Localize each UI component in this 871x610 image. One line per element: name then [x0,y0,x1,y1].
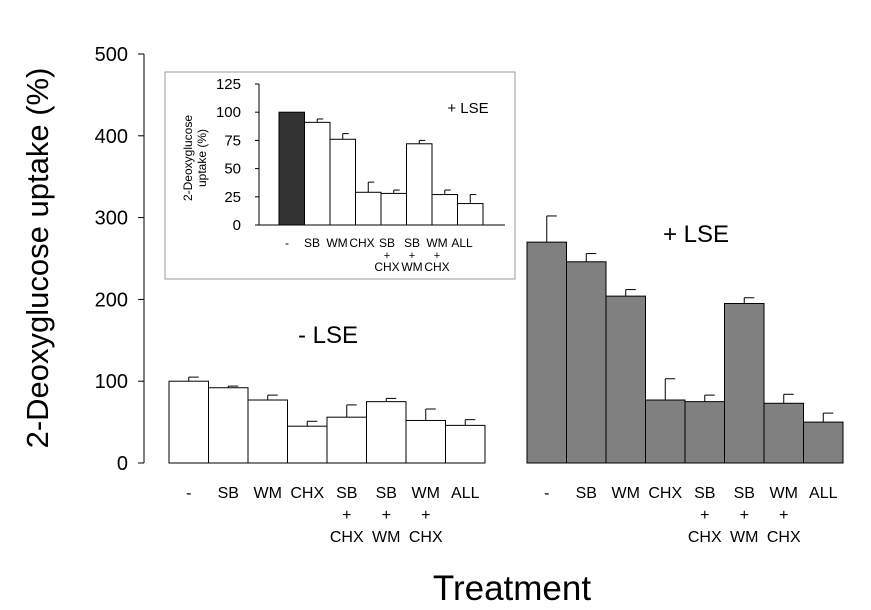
main-bar-g0-3 [287,425,328,464]
inset-x-tick-label-4-line1: + [384,250,390,262]
inset-bar-2 [329,138,356,226]
main-x-tick-label-g1-6-line1: + [779,507,788,524]
main-y-ticks: 0 100 200 300 400 500 [95,44,144,475]
main-bar-g1-3 [645,399,686,464]
main-x-tick-label-g0-3-line0: CHX [290,485,324,502]
main-x-tick-label-g1-5-line1: + [740,507,749,524]
main-x-axis-label: Treatment [433,569,591,608]
main-x-tick-label-g0-4-line1: + [342,507,351,524]
inset-bar-3 [355,191,382,226]
main-x-tick-label-g0-1-line0: SB [218,485,239,502]
main-bar-g0-2 [247,399,288,464]
inset-x-tick-label-4-line0: SB [379,236,395,250]
inset-x-tick-label-6-line1: + [434,250,440,262]
main-x-tick-label-g1-0-line0: - [544,485,549,502]
main-bar-g1-6 [763,402,804,464]
main-x-tick-label-g0-4-line2: CHX [330,529,364,546]
inset-bar-5 [406,143,433,226]
main-x-tick-label-g1-2-line0: WM [612,485,640,502]
group-label-plus-lse: + LSE [663,221,729,248]
inset-annotation: + LSE [447,100,488,117]
inset-x-tick-label-6-line2: CHX [424,260,449,274]
inset-x-tick-label-5-line1: + [409,250,415,262]
main-x-tick-label-g1-5-line0: SB [734,485,755,502]
main-x-tick-label-g0-5-line2: WM [372,529,400,546]
main-bars [168,215,844,464]
main-x-tick-label-g1-4-line2: CHX [688,529,722,546]
inset-x-tick-label-7-line0: ALL [451,236,473,250]
inset-bar-4 [380,192,407,226]
main-x-tick-label-g1-1-line0: SB [576,485,597,502]
inset-bar-6 [431,194,458,226]
main-y-axis-label: 2-Deoxyglucose uptake (%) [20,68,55,449]
main-bar-g0-6 [405,419,446,464]
main-bar-g1-2 [605,295,646,464]
inset-x-tick-label-5-line0: SB [404,236,420,250]
inset-x-tick-label-2-line0: WM [326,236,347,250]
inset-x-tick-label-5-line2: WM [401,260,422,274]
main-x-tick-label-g1-6-line0: WM [770,485,798,502]
inset-x-tick-label-1-line0: SB [304,236,320,250]
main-x-tick-label-g1-5-line2: WM [730,529,758,546]
main-x-tick-label-g0-5-line1: + [382,507,391,524]
main-x-tick-label-g0-4-line0: SB [336,485,357,502]
main-x-tick-label-g1-7-line0: ALL [809,485,838,502]
inset-y-axis-label-line0: 2-Deoxyglucose [181,115,195,201]
main-bar-g1-4 [684,401,725,464]
inset-x-tick-label-0-line0: - [285,236,289,250]
inset-y-axis-label: 2-Deoxyglucose uptake (%) [181,115,209,201]
main-x-tick-label-g0-5-line0: SB [376,485,397,502]
main-bar-g0-0 [168,380,209,464]
main-bar-g0-5 [366,401,407,464]
inset-y-ticks: 0 25 50 75 100 125 [216,76,259,234]
main-y-tick-label-4: 400 [95,126,128,148]
main-y-tick-label-0: 0 [117,453,128,475]
inset-bars [278,111,484,226]
inset-y-tick-label-4: 100 [216,104,241,121]
group-label-minus-lse: - LSE [298,322,358,349]
main-bar-g1-7 [803,421,844,464]
inset-bar-7 [457,203,484,226]
main-y-tick-label-2: 200 [95,289,128,311]
main-bar-g0-1 [208,387,249,464]
inset-y-tick-label-0: 0 [233,217,241,234]
main-bar-g1-5 [724,302,765,464]
main-x-tick-label-g0-6-line1: + [421,507,430,524]
inset-bar-1 [304,121,331,226]
inset-y-tick-label-2: 50 [224,161,241,178]
main-x-tick-label-g1-4-line1: + [700,507,709,524]
main-y-tick-label-1: 100 [95,371,128,393]
inset-x-tick-label-6-line0: WM [426,236,447,250]
main-x-tick-label-g1-4-line0: SB [694,485,715,502]
main-x-tick-label-g1-6-line2: CHX [767,529,801,546]
inset-y-tick-label-5: 125 [216,76,241,93]
main-x-tick-label-g0-6-line2: CHX [409,529,443,546]
inset-x-tick-label-4-line2: CHX [374,260,399,274]
inset-bar-0 [278,111,305,226]
main-y-tick-label-5: 500 [95,44,128,66]
main-x-tick-labels: - SB WM CHX SB + CHX SB + WM WM + CHX ALL - SB WM CHX SB + C… [186,485,838,546]
main-x-tick-label-g1-3-line0: CHX [648,485,682,502]
main-y-tick-label-3: 300 [95,208,128,230]
inset-x-tick-label-3-line0: CHX [349,236,374,250]
main-x-tick-label-g0-6-line0: WM [412,485,440,502]
main-bar-g1-1 [566,261,607,464]
main-x-tick-label-g0-0-line0: - [186,485,191,502]
main-x-tick-label-g0-2-line0: WM [254,485,282,502]
inset-y-tick-label-3: 75 [224,132,241,149]
main-bar-g0-7 [445,424,486,464]
inset-y-tick-label-1: 25 [224,189,241,206]
main-bar-g1-0 [526,241,567,464]
main-bar-g0-4 [326,416,367,464]
inset-y-axis-label-line1: uptake (%) [195,129,209,187]
main-x-tick-label-g0-7-line0: ALL [451,485,480,502]
